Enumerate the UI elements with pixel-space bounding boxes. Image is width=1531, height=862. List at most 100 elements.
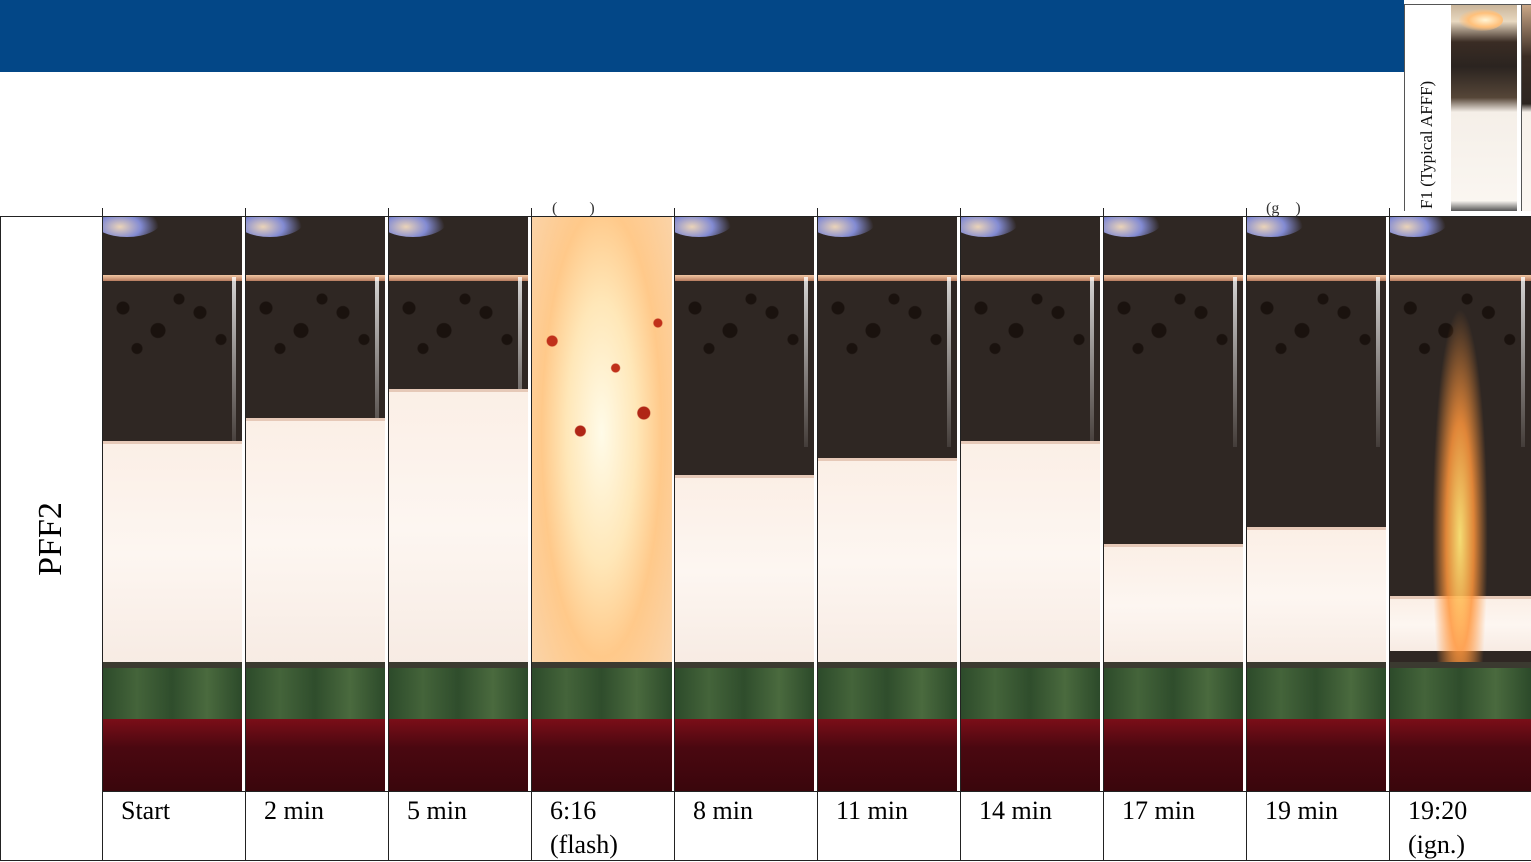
frame-photo (388, 217, 528, 791)
glass-glint (375, 277, 379, 447)
caption-line: 5 min (407, 796, 467, 825)
cut-off-header-row: ( ) (g ) (552, 200, 1301, 217)
caption-line: 11 min (836, 796, 908, 825)
tray-rim (388, 275, 528, 281)
caption-line: (ign.) (1408, 830, 1466, 859)
frame-photo (1246, 217, 1386, 791)
foam-base-seam (1246, 662, 1386, 668)
soot-spots (245, 281, 385, 371)
frame-photo (817, 217, 957, 791)
foam-layer (1103, 544, 1243, 665)
foam-layer (674, 475, 814, 665)
green-band (1103, 668, 1243, 720)
frame-caption: 19:20 (ign.) (1408, 794, 1467, 862)
green-band (1389, 668, 1531, 720)
caption-line: Start (121, 796, 171, 825)
glass-glint (804, 277, 808, 447)
fuel-layer (388, 719, 528, 791)
grid-line-column (1103, 208, 1104, 861)
fuel-layer (674, 719, 814, 791)
burner-flame (817, 217, 877, 237)
tray-rim (102, 275, 242, 281)
frame-photo (102, 217, 242, 791)
grid-line-top (0, 216, 1531, 217)
fuel-layer (1246, 719, 1386, 791)
foam-base-seam (1103, 662, 1243, 668)
grid-line-caption (102, 791, 1531, 792)
green-band (1246, 668, 1386, 720)
grid-line-left (0, 216, 1, 861)
row-label: PFF2 (32, 502, 69, 576)
caption-line: (flash) (550, 830, 618, 859)
foam-base-seam (245, 662, 385, 668)
inset-photo (1451, 5, 1517, 211)
foam-layer (388, 389, 528, 665)
foam-layer (102, 441, 242, 665)
green-band (388, 668, 528, 720)
foam-base-seam (674, 662, 814, 668)
fuel-layer (102, 719, 242, 791)
green-band (960, 668, 1100, 720)
grid-line-column (960, 208, 961, 861)
tray-rim (1389, 275, 1531, 281)
caption-line: 14 min (979, 796, 1052, 825)
burner-flame (960, 217, 1020, 237)
grid-line-column (102, 208, 103, 861)
green-band (817, 668, 957, 720)
soot-spots (817, 281, 957, 371)
grid-line-bottom (0, 860, 1531, 861)
frame-photo (1389, 217, 1531, 791)
inset-row-label: F1 (Typical AFFF) (1417, 80, 1436, 209)
soot-spots (1103, 281, 1243, 371)
foam-layer (817, 458, 957, 665)
soot-spots (388, 281, 528, 371)
soot-spots (1246, 281, 1386, 371)
fuel-layer (817, 719, 957, 791)
glass-glint (518, 277, 522, 447)
green-band (531, 668, 672, 720)
glass-glint (232, 277, 236, 447)
frame-caption: 11 min (836, 794, 908, 828)
grid-line-column (1389, 208, 1390, 861)
grid-line-column (817, 208, 818, 861)
grid-line-column (245, 208, 246, 861)
tray-rim (1246, 275, 1386, 281)
burner-flame (245, 217, 305, 237)
foam-base-seam (388, 662, 528, 668)
tray-rim (674, 275, 814, 281)
inset-photo-partial (1521, 5, 1531, 211)
frame-caption: 19 min (1265, 794, 1338, 828)
glass-glint (1376, 277, 1380, 447)
frame-caption: Start (121, 794, 170, 828)
foam-base-seam (817, 662, 957, 668)
foam-layer (245, 418, 385, 665)
tray-rim (817, 275, 957, 281)
tray-rim (960, 275, 1100, 281)
green-band (102, 668, 242, 720)
inset-thumbnail: F1 (Typical AFFF) (1404, 4, 1531, 211)
frame-caption: 8 min (693, 794, 753, 828)
grid-line-column (388, 208, 389, 861)
caption-line: 19 min (1265, 796, 1338, 825)
green-band (674, 668, 814, 720)
glass-glint (1521, 277, 1525, 447)
soot-spots (102, 281, 242, 371)
caption-line: 17 min (1122, 796, 1195, 825)
burner-flame (674, 217, 734, 237)
caption-line: 19:20 (1408, 796, 1468, 825)
caption-line: 2 min (264, 796, 324, 825)
soot-spots (960, 281, 1100, 371)
caption-line: 6:16 (550, 796, 597, 825)
frame-caption: 5 min (407, 794, 467, 828)
burner-flame (1389, 217, 1449, 237)
grid-line-column (531, 208, 532, 861)
frame-photo (960, 217, 1100, 791)
frame-photo (674, 217, 814, 791)
frame-caption: 2 min (264, 794, 324, 828)
caption-line: 8 min (693, 796, 753, 825)
foam-layer (1246, 527, 1386, 665)
frame-caption: 17 min (1122, 794, 1195, 828)
row-label-cell: PFF2 (0, 217, 102, 860)
frame-photo (245, 217, 385, 791)
burner-flame (102, 217, 162, 237)
